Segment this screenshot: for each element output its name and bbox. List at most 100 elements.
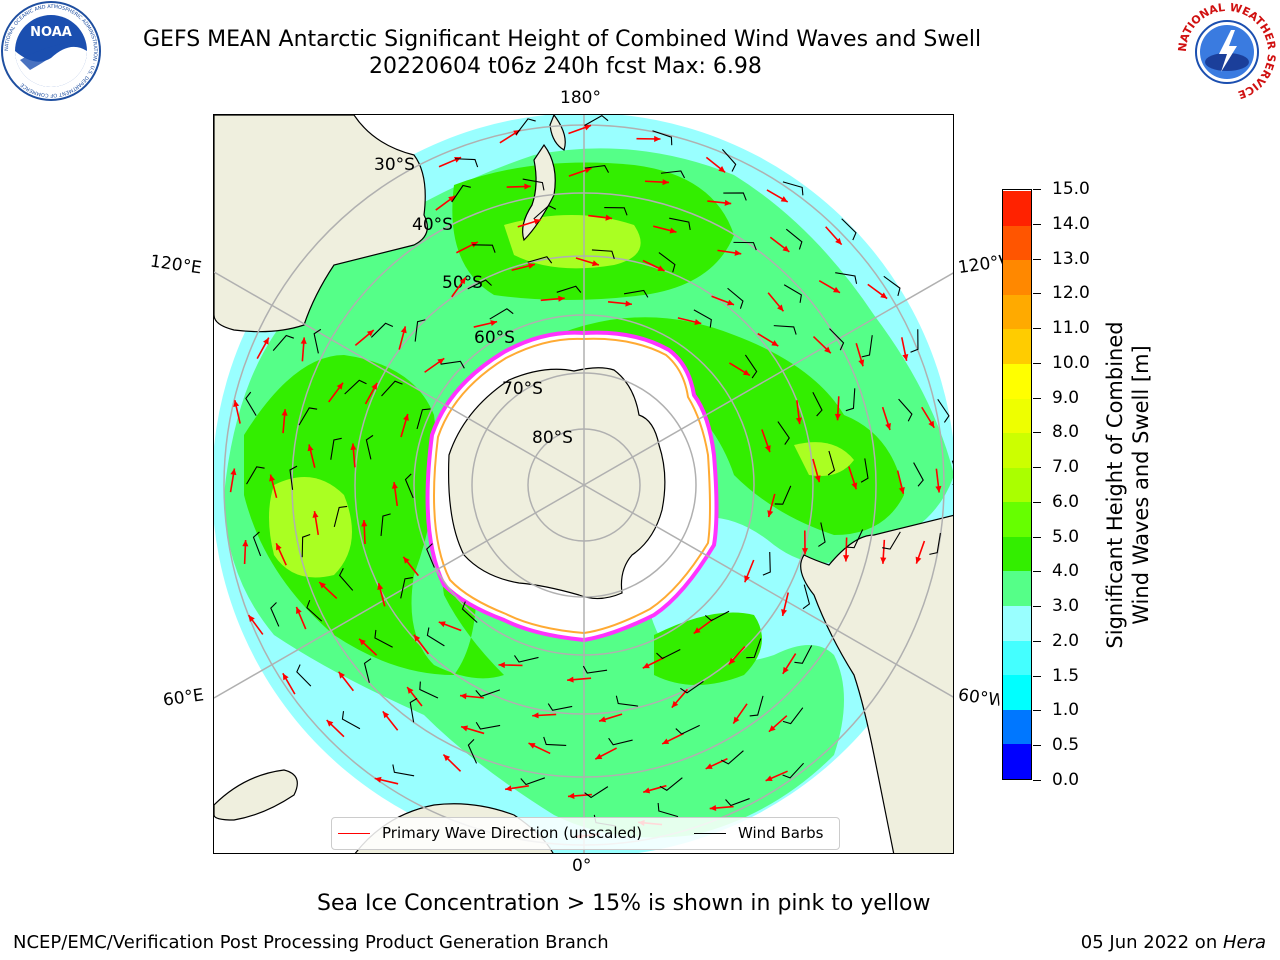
wind-barb (675, 724, 700, 735)
wind-barb (845, 388, 856, 412)
wind-barb (658, 252, 676, 273)
wind-barb (659, 777, 683, 791)
wind-barb (723, 192, 747, 201)
meridian-60w (583, 484, 953, 698)
wave-arrowhead (459, 277, 466, 285)
wind-barb (615, 695, 639, 707)
colorbar-tick-label: 6.0 (1052, 491, 1080, 512)
polar-map: 30°S 40°S 50°S 60°S 70°S 80°S (213, 114, 954, 854)
wave-arrowhead (296, 606, 302, 614)
wave-arrowhead (694, 319, 702, 325)
wave-arrowhead (880, 557, 887, 564)
wave-arrowhead (880, 292, 888, 299)
wind-barb (514, 655, 539, 663)
wave-arrowhead (524, 183, 531, 190)
colorbar-tick-label: 7.0 (1052, 457, 1080, 478)
wave-arrowhead (282, 673, 289, 681)
wind-barb (773, 325, 797, 335)
colorbar-tick-label: 0.5 (1052, 735, 1080, 756)
wave-arrowhead (460, 693, 467, 700)
lon-label-0: 0° (572, 856, 592, 876)
wind-barb (704, 610, 730, 622)
wave-arrowhead (567, 676, 574, 683)
wave-arrowhead (777, 304, 784, 312)
colorbar-segment (1003, 363, 1031, 399)
wave-arrowhead (782, 666, 789, 674)
wind-barb (533, 204, 557, 220)
wave-arrowhead (833, 286, 840, 293)
wave-arrowhead (724, 199, 732, 206)
wind-barb (344, 379, 367, 395)
wave-arrowhead (312, 511, 319, 518)
madagascar-land (214, 769, 298, 821)
wind-barb (835, 272, 858, 284)
wave-arrowhead (781, 609, 788, 616)
wind-barb (746, 638, 762, 659)
wind-barb (298, 407, 318, 426)
wave-arrowhead (461, 725, 468, 732)
wave-arrowhead (727, 299, 735, 306)
colorbar-tick-mark (1033, 293, 1041, 295)
wind-barb (543, 736, 567, 747)
wave-arrowhead (599, 716, 607, 723)
nws-logo: NATIONAL WEATHER SERVICE (1176, 1, 1278, 102)
wave-arrowhead (771, 340, 779, 347)
wave-arrowhead (248, 615, 255, 622)
colorbar-tick-mark (1033, 258, 1041, 260)
wind-barb (782, 707, 804, 725)
colorbar-tick-label: 14.0 (1052, 213, 1090, 234)
sea-ice-inner-edge (433, 337, 711, 635)
legend-wave-label: Primary Wave Direction (unscaled) (382, 824, 643, 842)
australia-land (214, 115, 428, 333)
wave-arrowhead (366, 329, 374, 337)
wind-barb (727, 287, 744, 309)
colorbar-tick-label: 1.5 (1052, 665, 1080, 686)
wave-arrowhead (654, 135, 661, 142)
footer-date: 05 Jun 2022 on Hera (1081, 932, 1266, 953)
wave-arrowhead (742, 369, 750, 376)
wave-arrowhead (382, 711, 390, 719)
sea-ice-caption: Sea Ice Concentration > 15% is shown in … (317, 891, 931, 916)
wind-barb (475, 721, 501, 730)
wind-barb (582, 665, 608, 674)
wind-barb (721, 149, 737, 172)
wave-arrowhead (834, 413, 841, 421)
colorbar-tick-mark (1033, 571, 1041, 573)
wind-barb (409, 697, 418, 723)
wave-arrowhead (371, 382, 378, 390)
lon-label-180: 180° (560, 88, 601, 108)
chart-title: GEFS MEAN Antarctic Significant Height o… (143, 27, 982, 52)
antarctica-continent (448, 367, 666, 600)
legend-wave-line (338, 833, 370, 834)
wind-barb (656, 649, 681, 660)
wind-barb (374, 629, 393, 648)
wind-barb (454, 158, 479, 168)
polar-map-svg: 30°S 40°S 50°S 60°S 70°S 80°S (214, 115, 953, 853)
wind-barb (783, 284, 802, 303)
wind-barb (475, 689, 501, 698)
wave-arrowhead (657, 265, 665, 271)
ocean-peak-area (269, 477, 352, 578)
wind-barb (270, 602, 280, 627)
colorbar-segment (1003, 640, 1031, 676)
wave-arrowhead (662, 738, 670, 744)
colorbar-segment (1003, 709, 1031, 745)
wave-arrowhead (438, 621, 446, 628)
wave-arrowhead (935, 485, 942, 493)
wind-barb (898, 398, 913, 422)
colorbar-segment (1003, 605, 1031, 641)
colorbar-tick-mark (1033, 536, 1041, 538)
wave-arrowhead (928, 420, 935, 428)
colorbar-tick-mark (1033, 189, 1041, 190)
wind-barb (365, 434, 374, 460)
wind-barb (584, 786, 609, 799)
wind-barb (522, 178, 545, 191)
meridian-120w (583, 272, 953, 486)
wave-arrowhead (765, 775, 773, 782)
colorbar-tick-mark (1033, 640, 1041, 642)
wind-barb (883, 275, 901, 296)
wave-arrowhead (584, 124, 592, 131)
wind-barb (725, 798, 750, 807)
chart-subtitle: 20220604 t06z 240h fcst Max: 6.98 (369, 54, 762, 79)
ocean-high-area-3 (654, 612, 762, 685)
